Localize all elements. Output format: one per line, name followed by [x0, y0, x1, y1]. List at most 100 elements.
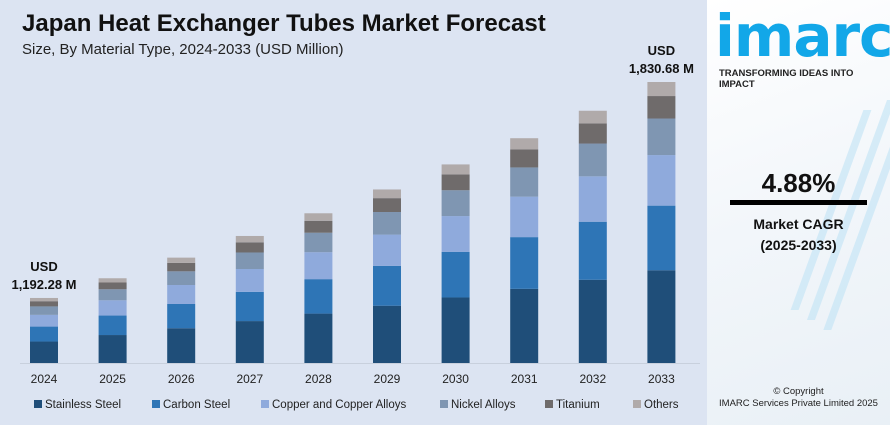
- bar-segment-copper-and-copper-alloys-2033: [647, 155, 676, 206]
- cagr-value: 4.88%: [761, 168, 836, 198]
- bar-segment-nickel-alloys-2026: [167, 271, 196, 286]
- cagr-label-text: Market CAGR: [753, 216, 844, 232]
- bar-segment-titanium-2028: [304, 220, 333, 233]
- legend-item: Stainless Steel: [45, 399, 121, 411]
- legend-item: Carbon Steel: [163, 399, 230, 411]
- bar-segment-carbon-steel-2024: [30, 326, 58, 342]
- bar-segment-stainless-steel-2027: [235, 321, 264, 363]
- bar-segment-stainless-steel-2030: [441, 297, 470, 363]
- divider: [730, 200, 867, 205]
- bar-segment-others-2033: [647, 82, 676, 97]
- bar-segment-others-2029: [373, 189, 401, 199]
- bar-segment-nickel-alloys-2033: [647, 118, 676, 156]
- legend-item: Nickel Alloys: [451, 399, 516, 411]
- bar-segment-carbon-steel-2030: [441, 251, 470, 298]
- data-label-value: 1,830.68 M: [629, 61, 694, 76]
- bar-segment-nickel-alloys-2024: [30, 306, 58, 315]
- bar-segment-copper-and-copper-alloys-2030: [441, 216, 470, 252]
- x-tick-label: 2025: [99, 372, 126, 386]
- legend-item: Others: [644, 399, 679, 411]
- bar-segment-stainless-steel-2029: [373, 305, 401, 363]
- bar-segment-nickel-alloys-2029: [373, 212, 401, 235]
- x-tick-label: 2033: [648, 372, 675, 386]
- bar-segment-stainless-steel-2033: [647, 270, 676, 363]
- cagr-period: (2025-2033): [760, 237, 837, 253]
- bar-segment-stainless-steel-2028: [304, 313, 333, 363]
- stacked-bar-chart: 2024 USD 1,192.28 M 2025 2026 2027 2028 2029 203…: [11, 43, 700, 411]
- bar-segment-carbon-steel-2026: [167, 303, 196, 329]
- bar-segment-nickel-alloys-2031: [510, 167, 539, 197]
- bar-segment-titanium-2029: [373, 198, 401, 213]
- bar-segment-others-2030: [441, 164, 470, 175]
- bar-segment-copper-and-copper-alloys-2026: [167, 285, 196, 304]
- bar-segment-nickel-alloys-2030: [441, 190, 470, 217]
- legend-item: Titanium: [556, 399, 600, 411]
- imarc-logo: imarc: [715, 2, 890, 70]
- brand-tagline: TRANSFORMING IDEAS INTO IMPACT: [719, 68, 854, 90]
- x-tick-label: 2026: [168, 372, 195, 386]
- bar-segment-carbon-steel-2032: [578, 221, 607, 280]
- bar-segment-titanium-2033: [647, 96, 676, 119]
- data-label-currency: USD: [648, 43, 675, 58]
- bar-segment-others-2032: [578, 110, 607, 124]
- bar-segment-carbon-steel-2029: [373, 265, 401, 306]
- bar-segment-others-2026: [167, 257, 196, 263]
- bar-segment-stainless-steel-2031: [510, 288, 539, 363]
- bar-segment-copper-and-copper-alloys-2029: [373, 234, 401, 266]
- legend-swatch: [440, 400, 448, 408]
- chart-panel: Japan Heat Exchanger Tubes Market Foreca…: [11, 10, 700, 411]
- bar-segment-others-2031: [510, 138, 539, 150]
- bar-segment-others-2027: [235, 235, 264, 243]
- info-panel: imarc TRANSFORMING IDEAS INTO IMPACT 4.8…: [707, 0, 890, 425]
- chart-subtitle: Size, By Material Type, 2024-2033 (USD M…: [22, 41, 344, 58]
- data-label-value: 1,192.28 M: [11, 277, 76, 292]
- x-tick-label: 2024: [31, 372, 58, 386]
- bar-segment-carbon-steel-2033: [647, 205, 676, 271]
- bar-segment-others-2025: [98, 278, 127, 283]
- bar-segment-stainless-steel-2025: [98, 335, 127, 363]
- bar-segment-copper-and-copper-alloys-2028: [304, 252, 333, 280]
- bar-segment-carbon-steel-2025: [98, 315, 127, 336]
- x-tick-label: 2028: [305, 372, 332, 386]
- bar-segment-copper-and-copper-alloys-2027: [235, 269, 264, 292]
- bar-segment-titanium-2024: [30, 301, 58, 307]
- copyright-line1: © Copyright: [773, 386, 824, 397]
- bar-segment-copper-and-copper-alloys-2031: [510, 196, 539, 238]
- data-label-currency: USD: [30, 259, 57, 274]
- x-tick-label: 2029: [374, 372, 401, 386]
- legend-swatch: [261, 400, 269, 408]
- legend-swatch: [34, 400, 42, 408]
- bar-segment-titanium-2025: [98, 282, 127, 290]
- bar-segment-carbon-steel-2027: [235, 291, 264, 322]
- legend-swatch: [545, 400, 553, 408]
- bar-segment-carbon-steel-2028: [304, 279, 333, 314]
- bar-segment-copper-and-copper-alloys-2032: [578, 176, 607, 222]
- bar-segment-others-2028: [304, 213, 333, 221]
- bar-segment-nickel-alloys-2028: [304, 232, 333, 253]
- bar-segment-titanium-2032: [578, 123, 607, 144]
- copyright-line2: IMARC Services Private Limited 2025: [719, 398, 878, 409]
- bar-segment-nickel-alloys-2027: [235, 252, 264, 270]
- legend-item: Copper and Copper Alloys: [272, 399, 406, 411]
- bar-segment-copper-and-copper-alloys-2024: [30, 314, 58, 327]
- bar-segment-stainless-steel-2032: [578, 279, 607, 363]
- x-tick-label: 2030: [442, 372, 469, 386]
- x-tick-label: 2027: [236, 372, 263, 386]
- bar-segment-stainless-steel-2026: [167, 328, 196, 363]
- bar-segment-titanium-2031: [510, 149, 539, 168]
- x-tick-label: 2032: [579, 372, 606, 386]
- bar-segment-titanium-2026: [167, 262, 196, 272]
- bar-segment-nickel-alloys-2032: [578, 143, 607, 177]
- x-tick-label: 2031: [511, 372, 538, 386]
- bar-segment-titanium-2027: [235, 242, 264, 253]
- bar-segment-titanium-2030: [441, 174, 470, 191]
- bar-segment-copper-and-copper-alloys-2025: [98, 300, 127, 316]
- legend-swatch: [633, 400, 641, 408]
- cagr-label: Market CAGR (2025-2033): [707, 214, 890, 256]
- bar-segment-others-2024: [30, 297, 58, 302]
- bar-segment-stainless-steel-2024: [30, 341, 58, 363]
- legend-swatch: [152, 400, 160, 408]
- chart-title: Japan Heat Exchanger Tubes Market Foreca…: [22, 10, 546, 37]
- bar-segment-carbon-steel-2031: [510, 237, 539, 289]
- bar-segment-nickel-alloys-2025: [98, 289, 127, 301]
